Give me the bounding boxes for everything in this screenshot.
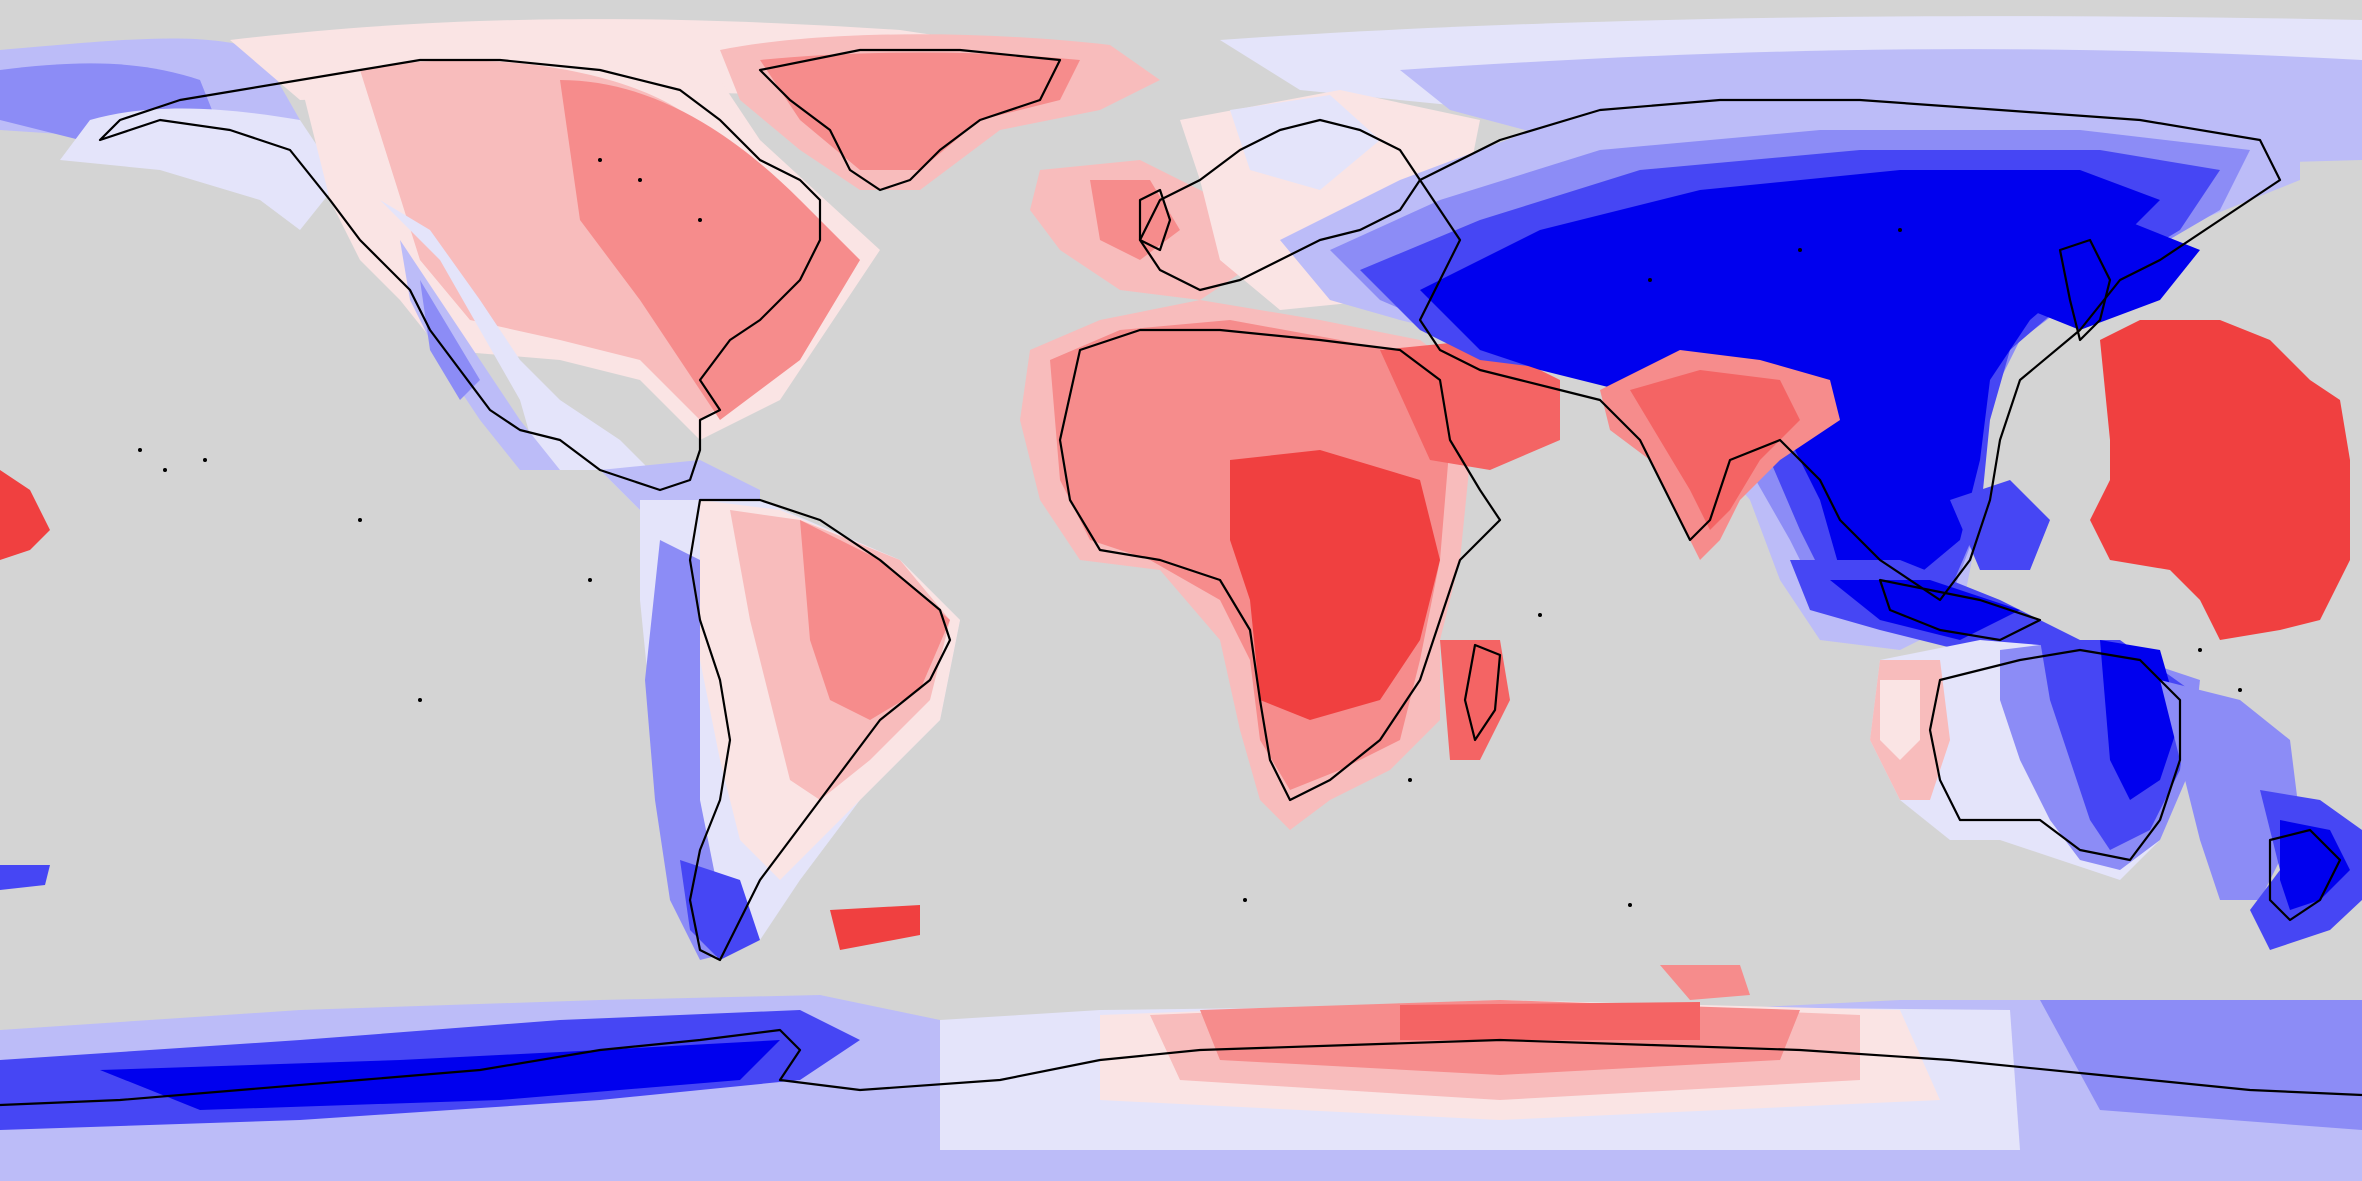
europe-coastline bbox=[1138, 118, 1422, 292]
new-zealand-coastline bbox=[2268, 828, 2342, 922]
coast-speckles bbox=[138, 158, 2242, 907]
southeast-asia-shading bbox=[1790, 480, 2080, 660]
africa-coastline bbox=[1058, 328, 1502, 802]
british-isles-coastline bbox=[1138, 188, 1172, 252]
antarctica-shading bbox=[0, 965, 2362, 1181]
japan-coastline bbox=[2058, 238, 2112, 342]
north-america-shading bbox=[60, 50, 880, 520]
indonesia-coastline bbox=[1878, 578, 2042, 642]
greenland-shading bbox=[720, 34, 1160, 191]
antarctica-coastline bbox=[0, 1028, 2362, 1107]
north-america-coastline bbox=[98, 58, 822, 492]
australia-coastline bbox=[1928, 648, 2182, 862]
left-edge-shading bbox=[0, 470, 50, 890]
india-shading bbox=[1600, 350, 1840, 560]
new-zealand-shading bbox=[2250, 790, 2362, 950]
africa-shading bbox=[1020, 300, 1560, 830]
south-america-coastline bbox=[688, 498, 952, 962]
asia-coastline bbox=[1418, 98, 2282, 602]
greenland-coastline bbox=[758, 48, 1062, 192]
south-america-shading bbox=[640, 500, 960, 960]
north-pacific-block-shading bbox=[2090, 320, 2350, 640]
madagascar-coastline bbox=[1463, 643, 1502, 742]
australia-shading bbox=[1870, 640, 2300, 900]
coastlines bbox=[0, 48, 2362, 1107]
